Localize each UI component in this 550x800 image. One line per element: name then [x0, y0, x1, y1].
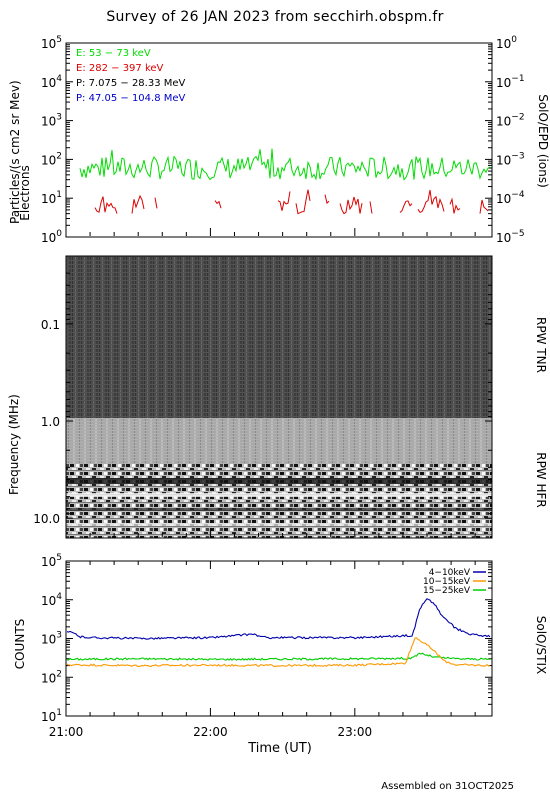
x-axis-title: Time (UT) [248, 741, 312, 756]
stix-y-axis: 101 102 103 104 105 [41, 553, 492, 724]
epd-y-tick-label: 105 [41, 35, 62, 51]
rpw-tnr-image [66, 256, 492, 418]
epd-electron-high-line [94, 196, 118, 214]
rpw-y-tick-label: 1.0 [41, 415, 60, 429]
rpw-y-tick-label: 0.1 [41, 318, 60, 332]
stix-y-tick-label: 105 [41, 553, 62, 569]
rpw-y-axis: 0.1 1.0 10.0 [33, 255, 492, 526]
stix-legend-entry: 4−10keV [429, 568, 471, 578]
epd-electron-high-line [277, 191, 291, 211]
stix-series-line [66, 637, 490, 668]
epd-electron-high-line [339, 196, 363, 215]
epd-y2-tick-label: 10−1 [496, 74, 525, 90]
epd-electron-high-line [324, 194, 330, 205]
epd-electron-high-line [295, 189, 311, 215]
stix-series-line [66, 652, 491, 661]
rpw-hfr-low-image [66, 464, 492, 538]
rpw-y-tick-label: 10.0 [33, 512, 60, 526]
stix-series-group [66, 598, 491, 668]
epd-electron-high-line [479, 199, 489, 214]
stix-x-tick-label: 23:00 [338, 725, 373, 739]
epd-y2-tick-label: 100 [496, 35, 517, 51]
epd-y-tick-label: 100 [41, 229, 62, 245]
epd-legend-entry: P: 7.075 − 28.33 MeV [76, 78, 186, 89]
epd-y-tick-label: 104 [41, 74, 62, 90]
epd-electron-high-line [154, 197, 158, 209]
epd-y-tick-label: 102 [41, 151, 62, 167]
rpw-hfr-image [66, 418, 492, 464]
epd-y2-tick-label: 10−2 [496, 113, 525, 129]
epd-y2-tick-label: 10−5 [496, 229, 525, 245]
epd-series-group [79, 148, 491, 215]
epd-legend-entry: E: 282 − 397 keV [76, 63, 164, 74]
epd-y2-tick-label: 10−3 [496, 151, 525, 167]
epd-y2-tick-label: 10−4 [496, 190, 525, 206]
epd-y2-axis: 10−5 10−4 10−3 10−2 10−1 100 [485, 35, 525, 245]
stix-series-line [66, 598, 491, 640]
stix-y-tick-label: 102 [41, 669, 62, 685]
epd-electron-high-line [214, 200, 222, 209]
epd-electron-high-line [449, 197, 461, 214]
epd-electron-high-line [417, 189, 445, 214]
epd-legend: E: 53 − 73 keV E: 282 − 397 keV P: 7.075 −… [76, 48, 186, 104]
epd-legend-entry: E: 53 − 73 keV [76, 48, 151, 59]
stix-y-tick-label: 103 [41, 631, 62, 647]
footer-note: Assembled on 31OCT2025 [381, 781, 514, 792]
epd-electron-low-line [79, 148, 491, 181]
stix-y-tick-label: 104 [41, 592, 62, 608]
stix-y-tick-label: 101 [41, 708, 62, 724]
stix-legend-entry: 10−15keV [423, 577, 471, 587]
epd-y-axis: 100 101 102 103 104 105 [41, 35, 73, 245]
stix-legend-entry: 15−25keV [423, 586, 471, 596]
epd-legend-entry: P: 47.05 − 104.8 MeV [76, 93, 186, 104]
epd-electron-high-line [369, 201, 373, 214]
epd-electron-high-line [399, 200, 413, 213]
page-title: Survey of 26 JAN 2023 from secchirh.obsp… [106, 9, 444, 25]
stix-x-tick-label: 22:00 [193, 725, 228, 739]
stix-x-tick-label: 21:00 [49, 725, 84, 739]
stix-x-axis: 21:00 22:00 23:00 [49, 228, 476, 739]
epd-electron-high-line [131, 194, 145, 214]
epd-y-tick-label: 103 [41, 113, 62, 129]
epd-y-tick-label: 101 [41, 190, 62, 206]
rpw-spectrogram [65, 255, 493, 539]
